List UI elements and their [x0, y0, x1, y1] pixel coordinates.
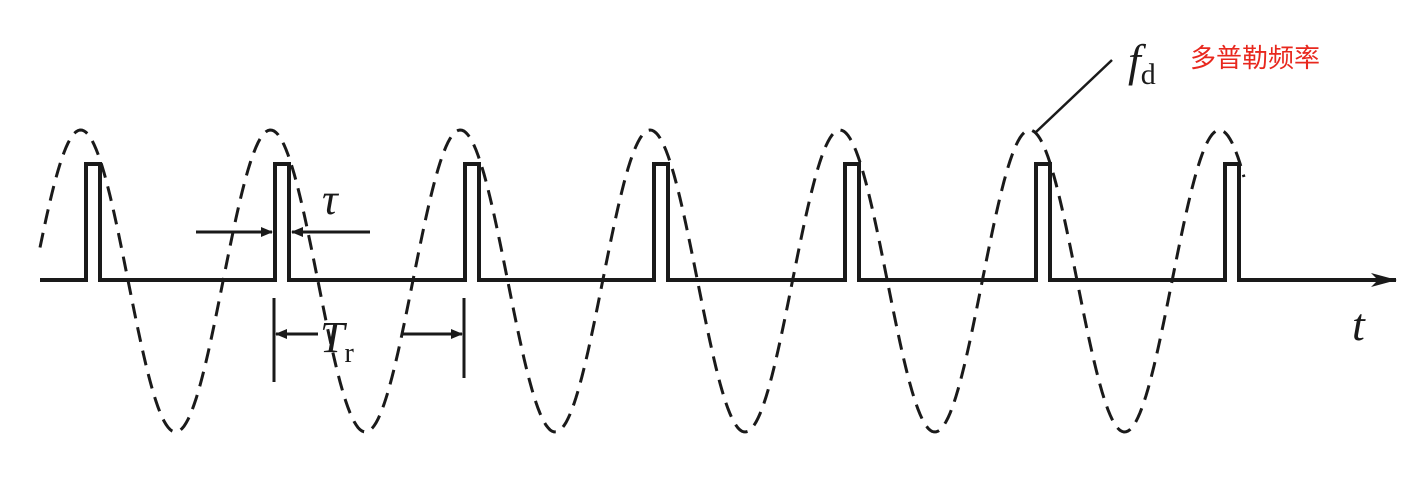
period-label-main: T: [320, 313, 348, 362]
doppler-leader-line: [1035, 59, 1113, 133]
time-axis-label: t: [1352, 299, 1366, 350]
doppler-note: 多普勒频率: [1190, 44, 1320, 74]
doppler-label: fd: [1128, 35, 1156, 91]
period-indicator: Tr: [272, 298, 466, 382]
tau-indicator: τ: [196, 175, 370, 237]
tau-label: τ: [322, 175, 340, 224]
pulse-train: [40, 162, 1241, 282]
doppler-label-sub: d: [1141, 58, 1156, 91]
doppler-sinusoid: [38, 128, 1246, 434]
period-label-sub: r: [344, 338, 354, 369]
doppler-annotation: fd 多普勒频率: [1035, 35, 1320, 133]
period-label: Tr: [320, 313, 354, 369]
